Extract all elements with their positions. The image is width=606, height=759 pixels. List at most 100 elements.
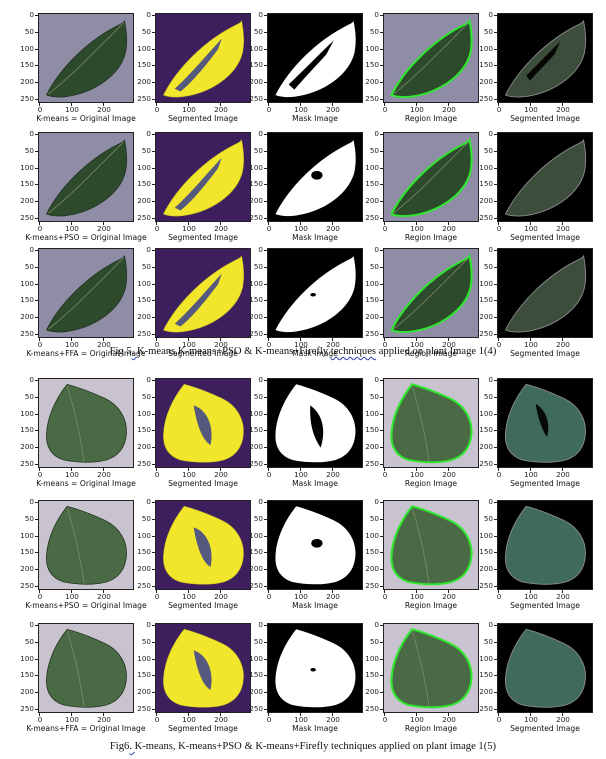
y-tick-label: 100 — [475, 409, 497, 418]
panel-title: Mask Image — [292, 479, 338, 488]
leaf-image-graphic — [39, 249, 133, 337]
y-tick-label: 0 — [245, 498, 267, 506]
y-tick-label: 150 — [16, 426, 38, 434]
x-tick-label: 100 — [61, 103, 83, 114]
figure5-row1-panel3: 0 50 100 150 200 250 0 100 200 Mask Image — [249, 11, 363, 123]
x-tick-label: 100 — [290, 590, 312, 601]
leaf-image-graphic — [268, 379, 362, 467]
y-tick-label: 200 — [245, 78, 267, 86]
leaf-image-graphic — [39, 379, 133, 467]
y-tick-label: 0 — [475, 376, 497, 384]
x-tick-label: 100 — [61, 713, 83, 724]
y-tick-label: 250 — [16, 705, 38, 713]
y-tick-label: 200 — [245, 565, 267, 573]
y-tick-label: 50 — [475, 146, 497, 155]
leaf-image-graphic — [498, 133, 592, 221]
x-tick-label: 200 — [438, 468, 460, 479]
y-tick-label: 100 — [361, 531, 383, 540]
figure6-row1-panel5: 0 50 100 150 200 250 0 100 200 Segmented Image — [479, 376, 593, 488]
figure5-row2-panel3: 0 50 100 150 200 250 0 100 200 Mask Image — [249, 130, 363, 242]
x-tick-label: 0 — [146, 713, 168, 724]
y-tick-label: 100 — [133, 163, 155, 172]
leaf-image — [38, 132, 134, 222]
y-tick-label: 150 — [133, 671, 155, 679]
y-tick-label: 100 — [475, 279, 497, 288]
figure6-row2-panel5: 0 50 100 150 200 250 0 100 200 Segmented Image — [479, 498, 593, 610]
figure5-caption-suffix: applied on plant Image 1(4) — [376, 346, 497, 357]
x-tick-label: 200 — [93, 222, 115, 233]
y-tick-label: 200 — [361, 443, 383, 451]
x-tick-label: 100 — [406, 590, 428, 601]
y-tick-label: 200 — [133, 565, 155, 573]
figure5-row1-panel4: 0 50 100 150 200 250 0 100 200 Region Image — [365, 11, 479, 123]
leaf-image-graphic — [268, 501, 362, 589]
x-tick-label: 200 — [93, 338, 115, 349]
y-tick-label: 150 — [361, 426, 383, 434]
y-tick-label: 50 — [475, 392, 497, 401]
y-tick-label: 150 — [245, 671, 267, 679]
y-tick-label: 50 — [475, 27, 497, 36]
y-tick-label: 100 — [245, 531, 267, 540]
y-tick-label: 0 — [475, 621, 497, 629]
x-tick-label: 200 — [322, 222, 344, 233]
figure5-row3-panel2: 0 50 100 150 200 250 0 100 200 Segmented Image — [137, 246, 251, 358]
y-tick-label: 100 — [16, 44, 38, 53]
y-tick-label: 250 — [245, 582, 267, 590]
leaf-image — [267, 248, 363, 338]
y-tick-label: 250 — [361, 705, 383, 713]
panel-title: K-means = Original Image — [36, 479, 136, 488]
x-tick-label: 200 — [438, 103, 460, 114]
leaf-image-graphic — [384, 624, 478, 712]
panel-title: Segmented Image — [510, 724, 580, 733]
panel-title: Region Image — [404, 479, 458, 488]
x-tick-label: 100 — [520, 590, 542, 601]
figure6-row1-panel1: 0 50 100 150 200 250 0 100 200 K-means = Original… — [20, 376, 135, 489]
x-tick-label: 100 — [520, 222, 542, 233]
y-tick-label: 200 — [16, 313, 38, 321]
leaf-image — [38, 248, 134, 338]
leaf-image — [383, 248, 479, 338]
panel-title: Region Image — [404, 349, 458, 358]
x-tick-label: 200 — [322, 338, 344, 349]
y-tick-label: 100 — [245, 279, 267, 288]
leaf-image — [383, 623, 479, 713]
y-tick-label: 100 — [361, 163, 383, 172]
x-tick-label: 100 — [178, 338, 200, 349]
y-tick-label: 200 — [361, 313, 383, 321]
y-tick-label: 0 — [16, 130, 38, 138]
y-tick-label: 250 — [133, 705, 155, 713]
y-tick-label: 0 — [245, 130, 267, 138]
figure6-caption-mark: . — [129, 741, 135, 752]
x-tick-label: 0 — [488, 713, 510, 724]
y-tick-label: 150 — [475, 671, 497, 679]
figure5-caption: Fig 5. K-means,K-means+PSO & K-means+Fir… — [0, 346, 606, 357]
y-tick-label: 50 — [133, 392, 155, 401]
y-tick-label: 100 — [133, 44, 155, 53]
leaf-image — [155, 132, 251, 222]
leaf-image-graphic — [39, 14, 133, 102]
y-tick-label: 200 — [475, 313, 497, 321]
y-tick-label: 0 — [475, 498, 497, 506]
y-tick-label: 250 — [361, 582, 383, 590]
x-tick-label: 0 — [146, 338, 168, 349]
leaf-image — [383, 132, 479, 222]
y-tick-label: 100 — [361, 279, 383, 288]
y-tick-label: 200 — [361, 688, 383, 696]
y-tick-label: 200 — [361, 78, 383, 86]
x-tick-label: 100 — [61, 468, 83, 479]
leaf-image-graphic — [384, 249, 478, 337]
x-tick-label: 200 — [93, 590, 115, 601]
figure6-row2-panel3: 0 50 100 150 200 250 0 100 200 Mask Image — [249, 498, 363, 610]
y-tick-label: 50 — [361, 514, 383, 523]
y-tick-label: 150 — [475, 180, 497, 188]
y-tick-label: 100 — [475, 163, 497, 172]
x-tick-label: 0 — [29, 468, 51, 479]
x-tick-label: 100 — [178, 468, 200, 479]
figure5-row1-panel1: 0 50 100 150 200 250 0 100 200 K-means = Original… — [20, 11, 135, 124]
y-tick-label: 200 — [475, 197, 497, 205]
y-tick-label: 50 — [361, 262, 383, 271]
x-tick-label: 200 — [210, 222, 232, 233]
panel-title: Segmented Image — [510, 114, 580, 123]
panel-title: Mask Image — [292, 349, 338, 358]
y-tick-label: 100 — [475, 531, 497, 540]
